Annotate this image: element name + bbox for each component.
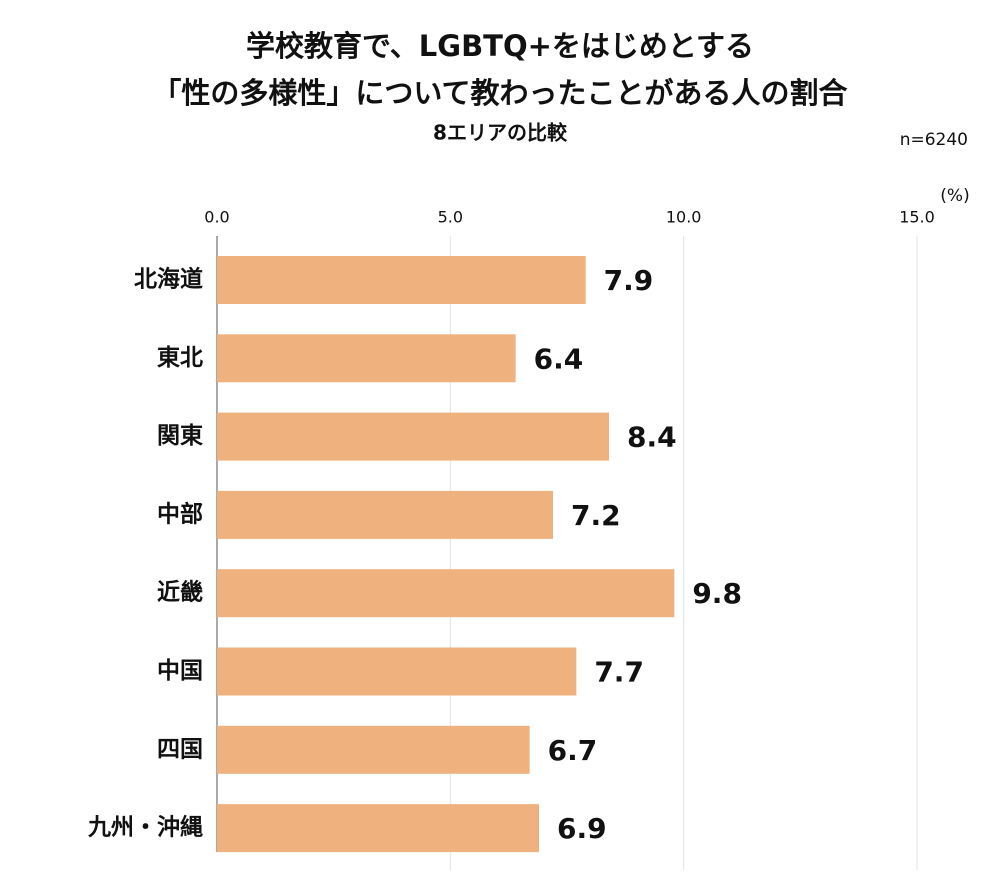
bar	[217, 647, 577, 696]
y-tick-label: 九州・沖縄	[87, 815, 203, 841]
bar	[217, 490, 553, 539]
sample-note: n=6240	[900, 130, 968, 150]
y-tick-label: 中部	[157, 500, 203, 527]
bar	[217, 256, 586, 304]
value-label: 7.2	[571, 499, 621, 532]
x-tick-label: 5.0	[438, 208, 463, 227]
y-tick-label: 関東	[157, 423, 203, 449]
bar	[217, 412, 609, 461]
y-tick-label: 四国	[157, 736, 203, 762]
bar	[217, 804, 539, 853]
bar	[217, 334, 516, 383]
value-label: 6.7	[548, 734, 598, 767]
value-label: 6.4	[534, 342, 584, 375]
y-tick-label: 近畿	[157, 580, 203, 606]
bar	[217, 569, 675, 618]
chart-subtitle: 8エリアの比較	[433, 121, 568, 145]
y-tick-label: 北海道	[134, 266, 203, 293]
value-label: 7.7	[594, 656, 644, 689]
chart-title: 学校教育で、LGBTQ+をはじめとする	[246, 29, 754, 63]
x-tick-label: 15.0	[899, 208, 935, 227]
bar	[217, 725, 530, 774]
y-tick-label: 東北	[157, 345, 203, 371]
value-label: 9.8	[692, 577, 742, 610]
chart-title: 「性の多様性」について教わったことがある人の割合	[152, 76, 847, 110]
x-tick-label: 10.0	[666, 208, 702, 227]
value-label: 7.9	[604, 264, 654, 297]
x-tick-label: 0.0	[204, 208, 229, 227]
value-label: 6.9	[557, 812, 607, 845]
value-label: 8.4	[627, 421, 677, 454]
unit-label: (%)	[940, 186, 969, 206]
y-tick-label: 中国	[157, 658, 203, 684]
